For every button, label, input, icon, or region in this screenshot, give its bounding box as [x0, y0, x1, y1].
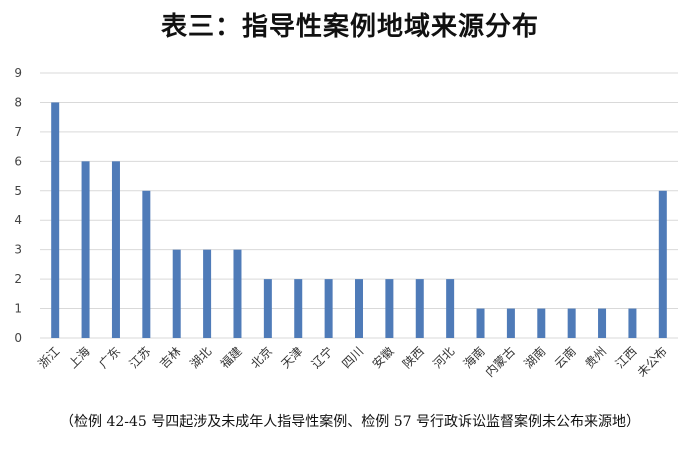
bar-2 [111, 161, 120, 338]
x-tick-label: 内蒙古 [482, 344, 518, 380]
x-tick-label: 天津 [278, 344, 305, 371]
x-tick-label: 四川 [339, 344, 366, 371]
bar-7 [263, 279, 272, 338]
bar-11 [385, 279, 394, 338]
bars [51, 102, 667, 338]
y-tick-label: 3 [14, 243, 22, 257]
y-tick-label: 8 [14, 95, 22, 109]
bar-15 [506, 308, 515, 338]
y-tick-label: 9 [14, 66, 22, 80]
y-tick-label: 1 [14, 302, 22, 316]
x-tick-label: 湖南 [521, 344, 549, 372]
x-tick-label: 吉林 [157, 344, 184, 371]
chart-caption: （检例 42-45 号四起涉及未成年人指导性案例、检例 57 号行政诉讼监督案例… [60, 414, 640, 430]
bar-1 [81, 161, 90, 338]
x-tick-label: 海南 [460, 344, 488, 372]
bar-5 [203, 249, 212, 338]
y-tick-label: 0 [14, 331, 22, 345]
bar-8 [294, 279, 303, 338]
bar-3 [142, 190, 151, 338]
x-axis-labels: 浙江 上海 广东 江苏 吉林 湖北 福建 北京 天津 辽宁 四川 安徽 陕西 河北 海南内蒙古 湖南 云南 贵州江… [35, 344, 670, 380]
x-tick-label: 贵州 [582, 344, 609, 371]
x-tick-label: 安徽 [369, 344, 397, 372]
bar-10 [355, 279, 363, 338]
x-tick-label: 未公布 [635, 344, 670, 379]
y-axis-ticks: 0 1 2 3 4 5 6 7 8 9 [14, 66, 22, 345]
x-tick-label: 广东 [96, 344, 123, 371]
y-tick-label: 6 [14, 154, 22, 168]
bar-17 [567, 308, 576, 338]
bar-16 [537, 308, 546, 338]
x-tick-label: 辽宁 [308, 344, 336, 372]
y-tick-label: 5 [14, 184, 22, 198]
x-tick-label: 河北 [430, 344, 457, 371]
x-tick-label: 北京 [248, 344, 275, 371]
bar-19 [628, 308, 637, 338]
bar-12 [415, 279, 424, 338]
x-tick-label: 江苏 [127, 344, 154, 371]
x-tick-label: 湖北 [187, 344, 215, 372]
bar-18 [598, 308, 607, 338]
bar-4 [172, 249, 181, 338]
x-tick-label: 陕西 [399, 344, 427, 372]
x-tick-label: 江西 [613, 344, 640, 371]
x-tick-label: 浙江 [35, 344, 62, 371]
x-tick-label: 上海 [65, 344, 93, 372]
bar-14 [476, 308, 485, 338]
bar-13 [446, 279, 455, 338]
chart-title: 表三：指导性案例地域来源分布 [160, 12, 539, 42]
bar-20 [658, 190, 667, 338]
y-tick-label: 2 [14, 272, 22, 286]
x-tick-label: 云南 [551, 344, 579, 372]
bar-6 [233, 249, 242, 338]
y-tick-label: 4 [14, 213, 22, 227]
bar-9 [324, 279, 333, 338]
bar-0 [51, 102, 60, 338]
x-tick-label: 福建 [217, 344, 245, 372]
y-tick-label: 7 [14, 125, 22, 139]
